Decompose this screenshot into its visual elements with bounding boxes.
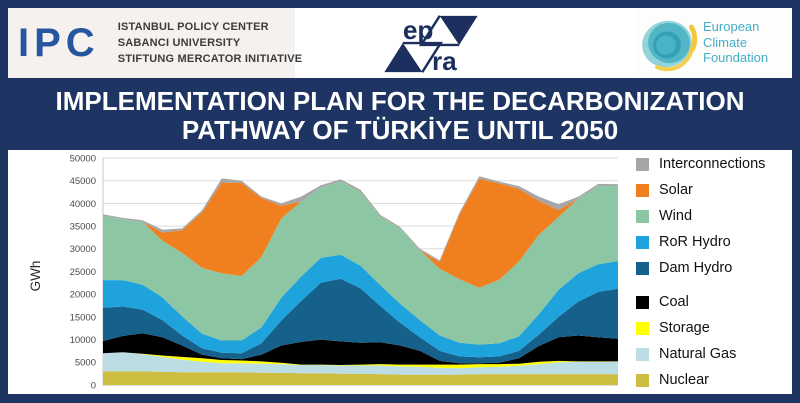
epra-text-ep: ep (403, 15, 434, 45)
y-tick-label: 35000 (70, 222, 96, 233)
legend-swatch-icon (636, 321, 649, 335)
legend-label: Interconnections (659, 156, 766, 172)
area-series-ror-hydro (103, 254, 618, 358)
legend-label: Nuclear (659, 372, 709, 388)
title-line-2: PATHWAY OF TÜRKİYE UNTIL 2050 (181, 115, 619, 145)
legend-item-solar: Solar (636, 182, 788, 198)
y-tick-label: 20000 (70, 290, 96, 301)
legend-item-interconnections: Interconnections (636, 156, 788, 172)
ipc-line-3: STIFTUNG MERCATOR INITIATIVE (117, 53, 303, 65)
header-logo-strip: IPC ISTANBUL POLICY CENTER SABANCI UNIVE… (8, 8, 792, 78)
area-series-nuclear (103, 371, 618, 385)
legend-swatch-icon (636, 347, 649, 361)
area-series-dam-hydro (103, 278, 618, 364)
ecf-swirl-icon (642, 20, 698, 72)
y-tick-label: 40000 (70, 199, 96, 210)
legend-item-dam-hydro: Dam Hydro (636, 260, 788, 276)
ipc-line-1: ISTANBUL POLICY CENTER (117, 21, 269, 33)
stacked-area-chart: 0 5000 10000 15000 20000 25000 30000 35000 40000… (28, 153, 618, 391)
legend-item-nuclear: Nuclear (636, 372, 788, 388)
legend-item-storage: Storage (636, 320, 788, 336)
y-tick-label: 25000 (70, 267, 96, 278)
title-banner: IMPLEMENTATION PLAN FOR THE DECARBONIZAT… (0, 84, 800, 148)
y-tick-label: 15000 (70, 312, 96, 323)
legend-label: Natural Gas (659, 346, 737, 362)
legend-swatch-icon (636, 209, 649, 223)
legend-swatch-icon (636, 373, 649, 387)
legend-label: Coal (659, 294, 689, 310)
epra-logo: ep ra (376, 10, 486, 78)
area-series-coal (103, 333, 618, 365)
ecf-line-3: Foundation (703, 50, 769, 66)
legend-label: RoR Hydro (659, 234, 731, 250)
epra-logo-icon: ep ra (384, 15, 478, 76)
legend-item-coal: Coal (636, 294, 788, 310)
epra-text-ra: ra (432, 46, 457, 76)
ecf-text: European Climate Foundation (703, 18, 769, 67)
y-tick-label: 0 (91, 380, 96, 391)
y-axis-title: GWh (28, 261, 43, 292)
legend-label: Dam Hydro (659, 260, 733, 276)
legend-label: Solar (659, 182, 693, 198)
ecf-line-2: Climate (703, 34, 748, 50)
area-series-natural-gas (103, 352, 618, 375)
ipc-text-lines: ISTANBUL POLICY CENTER SABANCI UNIVERSIT… (118, 21, 303, 65)
area-series-storage (103, 352, 618, 369)
legend-swatch-icon (636, 183, 649, 197)
y-tick-label: 45000 (70, 176, 96, 187)
ecf-logo: European Climate Foundation (637, 8, 792, 78)
ipc-abbr: IPC (18, 21, 100, 65)
legend-swatch-icon (636, 261, 649, 275)
y-tick-label: 10000 (70, 335, 96, 346)
legend-item-wind: Wind (636, 208, 788, 224)
legend-swatch-icon (636, 235, 649, 249)
y-tick-label: 5000 (75, 358, 96, 369)
legend-swatch-icon (636, 157, 649, 171)
chart-panel: 0 5000 10000 15000 20000 25000 30000 35000 40000… (8, 150, 792, 394)
legend-label: Storage (659, 320, 710, 336)
y-tick-label: 30000 (70, 244, 96, 255)
legend-label: Wind (659, 208, 693, 224)
title-line-1: IMPLEMENTATION PLAN FOR THE DECARBONIZAT… (55, 86, 745, 116)
ipc-logo: IPC ISTANBUL POLICY CENTER SABANCI UNIVE… (8, 8, 302, 78)
ecf-line-1: European (703, 18, 760, 34)
legend-item-natural-gas: Natural Gas (636, 346, 788, 362)
chart-legend: Interconnections Solar Wind RoR Hydro Dam Hy… (636, 156, 788, 398)
ipc-line-2: SABANCI UNIVERSITY (117, 37, 241, 49)
area-series-wind (103, 181, 618, 345)
area-series-solar (103, 178, 618, 288)
legend-item-ror-hydro: RoR Hydro (636, 234, 788, 250)
legend-swatch-icon (636, 295, 649, 309)
y-tick-label: 50000 (70, 153, 96, 164)
